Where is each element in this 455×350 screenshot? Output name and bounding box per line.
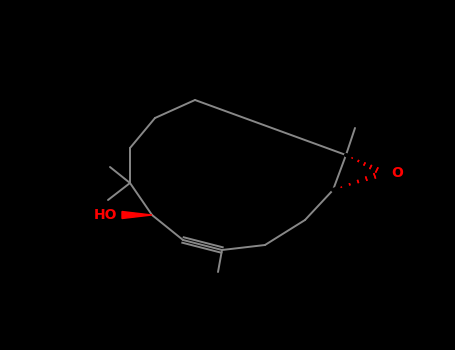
Polygon shape [122,211,152,218]
Text: O: O [391,166,403,180]
Text: HO: HO [93,208,117,222]
